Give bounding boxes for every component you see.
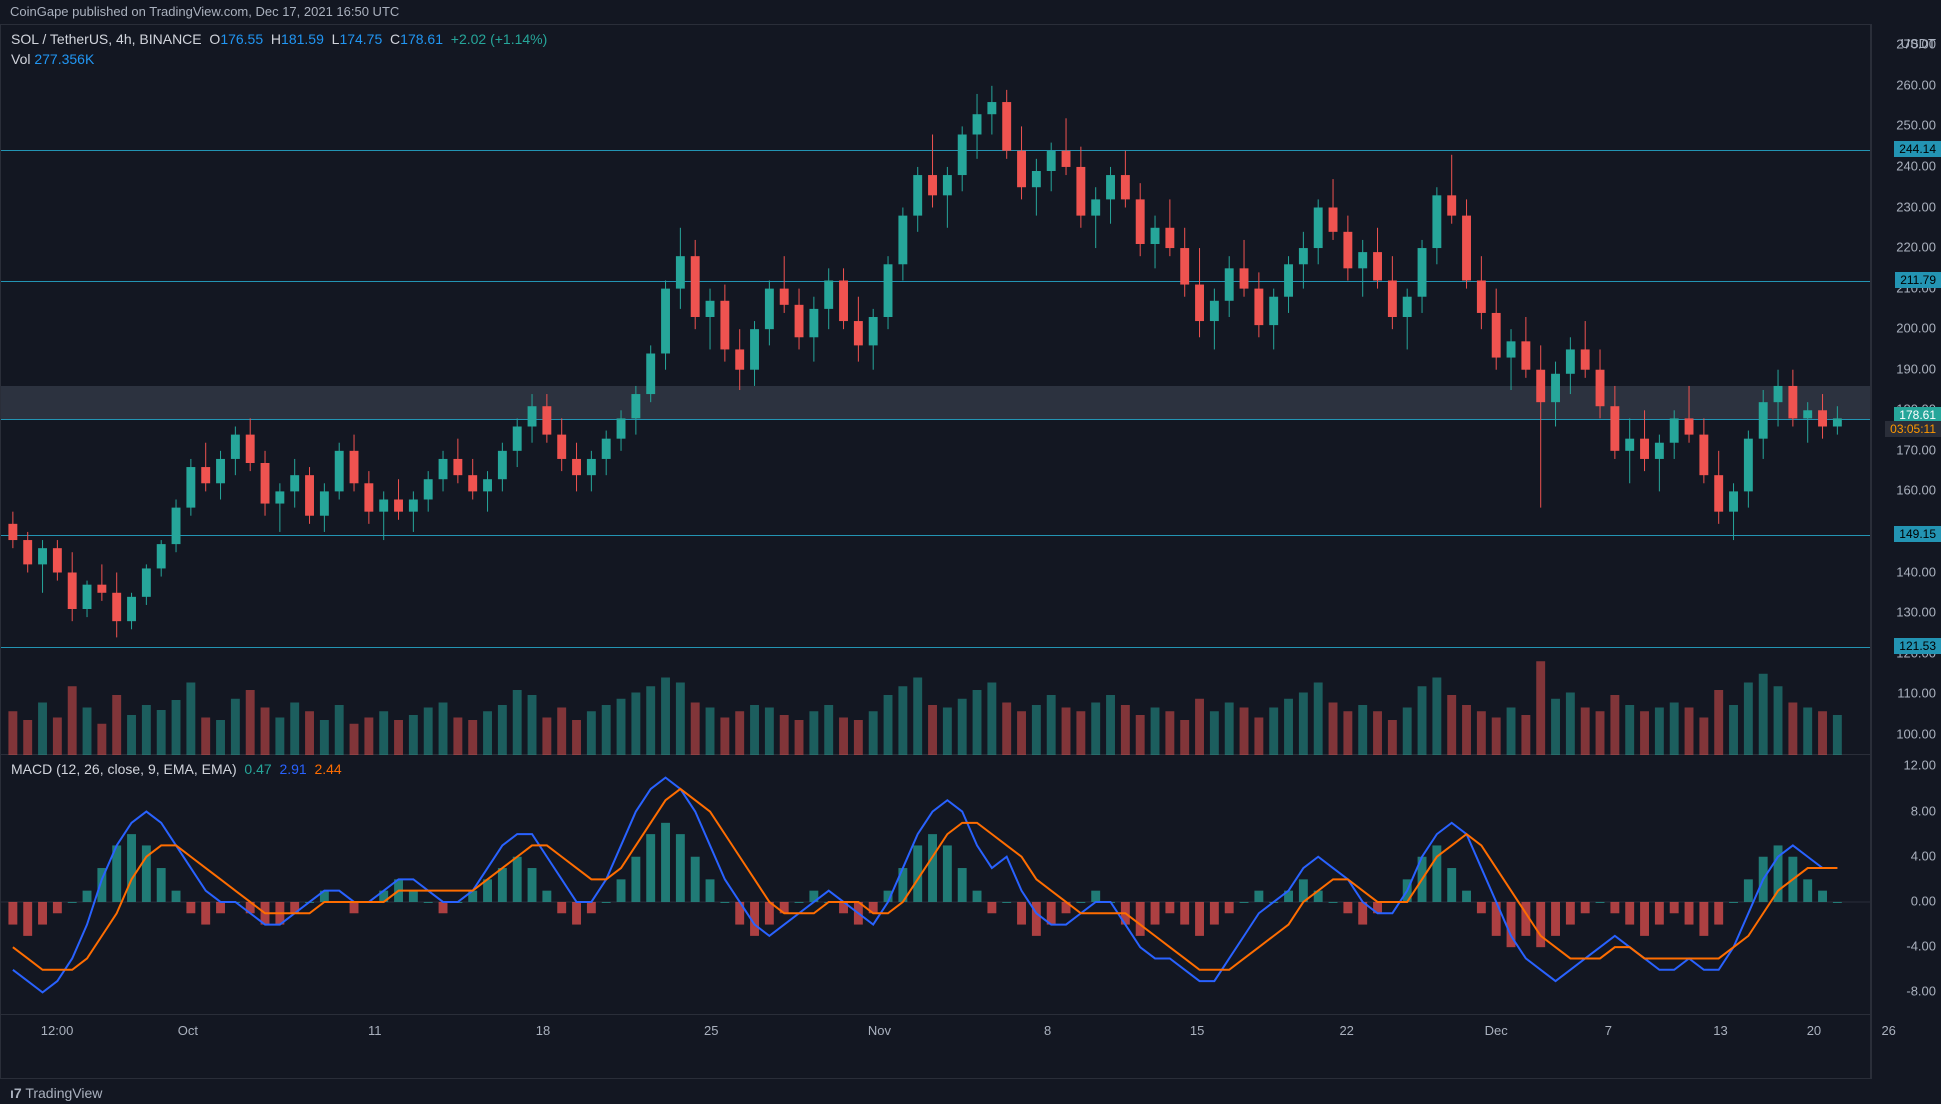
price-axis: USDT100.00110.00120.00130.00140.00150.00… <box>1871 24 1941 1079</box>
macd-y-tick: 8.00 <box>1911 803 1936 818</box>
x-tick-label: 8 <box>1044 1023 1051 1038</box>
y-tick-label: 240.00 <box>1896 158 1936 173</box>
y-tick-label: 270.00 <box>1896 37 1936 52</box>
chart-container: SOL / TetherUS, 4h, BINANCE O176.55 H181… <box>0 24 1941 1079</box>
macd-y-tick: -8.00 <box>1906 984 1936 999</box>
x-tick-label: 20 <box>1807 1023 1821 1038</box>
x-tick-label: 25 <box>704 1023 718 1038</box>
x-tick-label: 22 <box>1339 1023 1353 1038</box>
x-tick-label: 12:00 <box>41 1023 74 1038</box>
y-tick-label: 110.00 <box>1897 686 1936 701</box>
y-tick-label: 260.00 <box>1896 77 1936 92</box>
x-tick-label: 11 <box>368 1023 382 1038</box>
header-attribution: CoinGape published on TradingView.com, D… <box>0 0 1941 24</box>
macd-y-tick: -4.00 <box>1906 939 1936 954</box>
chart-main[interactable]: SOL / TetherUS, 4h, BINANCE O176.55 H181… <box>0 24 1871 1079</box>
macd-y-tick: 12.00 <box>1903 758 1936 773</box>
y-tick-label: 170.00 <box>1896 442 1936 457</box>
x-tick-label: 18 <box>536 1023 550 1038</box>
x-tick-label: Dec <box>1485 1023 1508 1038</box>
x-tick-label: 15 <box>1190 1023 1204 1038</box>
hline-price-tag: 121.53 <box>1894 638 1941 654</box>
macd-y-tick: 0.00 <box>1911 893 1936 908</box>
y-tick-label: 100.00 <box>1896 726 1936 741</box>
y-tick-label: 130.00 <box>1896 605 1936 620</box>
macd-y-tick: 4.00 <box>1911 848 1936 863</box>
y-tick-label: 160.00 <box>1896 483 1936 498</box>
y-tick-label: 220.00 <box>1896 240 1936 255</box>
hline-price-tag: 244.14 <box>1894 141 1941 157</box>
y-tick-label: 250.00 <box>1896 118 1936 133</box>
y-tick-label: 230.00 <box>1896 199 1936 214</box>
candlestick-chart <box>1 25 1870 755</box>
hline-price-tag: 211.79 <box>1895 272 1941 288</box>
x-tick-label: Nov <box>868 1023 891 1038</box>
x-tick-label: 13 <box>1713 1023 1727 1038</box>
x-tick-label: Oct <box>178 1023 198 1038</box>
y-tick-label: 200.00 <box>1896 321 1936 336</box>
tradingview-logo: ı7 TradingView <box>10 1085 102 1101</box>
price-legend: SOL / TetherUS, 4h, BINANCE O176.55 H181… <box>11 31 547 47</box>
y-tick-label: 190.00 <box>1896 361 1936 376</box>
x-tick-label: 7 <box>1605 1023 1612 1038</box>
macd-panel[interactable]: MACD (12, 26, close, 9, EMA, EMA) 0.47 2… <box>1 755 1870 1015</box>
hline-price-tag: 149.15 <box>1894 526 1941 542</box>
macd-chart <box>1 755 1870 1015</box>
y-tick-label: 140.00 <box>1896 564 1936 579</box>
countdown-tag: 03:05:11 <box>1885 421 1941 437</box>
price-panel[interactable]: SOL / TetherUS, 4h, BINANCE O176.55 H181… <box>1 25 1870 755</box>
time-axis: 12:00Oct111825Nov81522Dec71320262022 <box>1 1015 1870 1047</box>
